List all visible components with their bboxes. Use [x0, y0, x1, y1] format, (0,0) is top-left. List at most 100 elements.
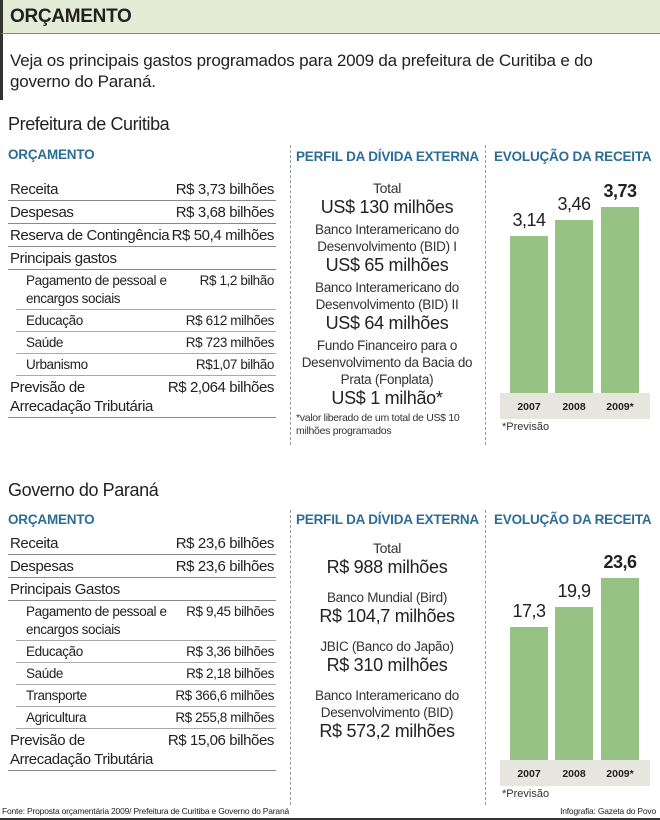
row-label: Previsão de Arrecadação Tributária: [10, 379, 153, 415]
table-row: Principais Gastos: [8, 578, 276, 601]
debt-name: Total: [372, 540, 402, 556]
row-label: Saúde: [26, 335, 64, 350]
x-tick-label: 2009*: [606, 401, 634, 413]
table-row: Despesas R$ 3,68 bilhões: [8, 201, 276, 224]
receita-heading: EVOLUÇÃO DA RECEITA: [494, 512, 652, 527]
revenue-chart-parana: 17,3 2007 19,9 2008 23,6 2009* *Previsão: [500, 548, 650, 800]
debt-name: Banco Interamericano do Desenvolvimento …: [315, 280, 459, 312]
table-row: Despesas R$ 23,6 bilhões: [8, 555, 276, 578]
row-label: Principais Gastos: [10, 581, 120, 598]
bar-value-label: 19,9: [557, 580, 591, 601]
debt-amount: US$ 64 milhões: [325, 313, 449, 333]
row-value: R$1,07 bilhão: [195, 357, 275, 372]
row-value: R$ 50,4 milhões: [171, 227, 275, 244]
row-value: R$ 23,6 bilhões: [175, 535, 275, 552]
budget-table-curitiba: Receita R$ 3,73 bilhões Despesas R$ 3,68 bi…: [8, 178, 276, 418]
bar-2007: [510, 236, 548, 393]
row-value: R$ 3,73 bilhões: [175, 181, 275, 198]
row-value: R$ 723 milhões: [185, 335, 275, 350]
debt-amount: R$ 104,7 milhões: [319, 606, 455, 626]
forecast-note: *Previsão: [502, 788, 550, 800]
orcamento-heading: ORÇAMENTO: [8, 512, 95, 527]
receita-heading: EVOLUÇÃO DA RECEITA: [494, 149, 652, 164]
debt-name: JBIC (Banco do Japão): [320, 639, 454, 654]
budget-table-parana: Receita R$ 23,6 bilhões Despesas R$ 23,6 bi…: [8, 532, 276, 771]
debt-profile-parana: Total R$ 988 milhões Banco Mundial (Bird) R…: [296, 540, 478, 745]
row-value: R$ 9,45 bilhões: [186, 604, 274, 619]
row-value: R$ 15,06 bilhões: [167, 732, 275, 749]
table-row: Reserva de Contingência R$ 50,4 milhões: [8, 224, 276, 247]
table-row: Principais gastos: [8, 247, 276, 270]
orcamento-heading: ORÇAMENTO: [8, 147, 95, 162]
row-value: R$ 1,2 bilhão: [199, 273, 275, 288]
table-row: Educação R$ 3,36 bilhões: [16, 641, 276, 663]
bar-2009*: [601, 578, 639, 760]
x-tick-label: 2007: [517, 401, 541, 413]
bar-value-label: 3,46: [557, 194, 591, 215]
table-row: Saúde R$ 723 milhões: [16, 332, 276, 354]
x-tick-label: 2008: [562, 768, 586, 780]
revenue-chart-curitiba: 3,14 2007 3,46 2008 3,73 2009* *Previsão: [500, 180, 650, 433]
table-row: Pagamento de pessoal e encargos sociais R…: [16, 270, 276, 310]
row-value: R$ 3,68 bilhões: [175, 204, 275, 221]
table-row: Transporte R$ 366,6 milhões: [16, 685, 276, 707]
bar-2007: [510, 626, 548, 760]
bar-value-label: 23,6: [603, 552, 637, 572]
row-value: R$ 366,6 milhões: [175, 688, 274, 703]
source-note: Fonte: Proposta orçamentária 2009/ Prefe…: [2, 806, 289, 816]
bar-2009*: [601, 207, 639, 393]
row-value: R$ 23,6 bilhões: [175, 558, 275, 575]
divida-heading: PERFIL DA DÍVIDA EXTERNA: [296, 512, 479, 527]
row-label: Saúde: [26, 666, 64, 681]
row-label: Reserva de Contingência: [10, 227, 170, 244]
table-row: Receita R$ 3,73 bilhões: [8, 178, 276, 201]
debt-name: Banco Mundial (Bird): [326, 590, 448, 605]
divider: [485, 510, 486, 805]
credit-note: Infografia: Gazeta do Povo: [560, 806, 656, 816]
debt-name: Banco Interamericano do Desenvolvimento …: [315, 688, 459, 720]
debt-amount: US$ 1 milhão*: [331, 388, 443, 408]
debt-amount: R$ 310 milhões: [326, 655, 448, 675]
debt-name: Banco Interamericano do Desenvolvimento …: [315, 222, 459, 254]
debt-amount: US$ 130 milhões: [320, 197, 454, 217]
row-label: Pagamento de pessoal e encargos sociais: [26, 604, 167, 637]
bar-value-label: 17,3: [512, 600, 546, 621]
bar-2008: [555, 220, 593, 393]
table-row: Receita R$ 23,6 bilhões: [8, 532, 276, 555]
row-value: R$ 3,36 bilhões: [186, 644, 274, 659]
debt-amount: US$ 65 milhões: [325, 255, 449, 275]
debt-name: Total: [372, 180, 402, 196]
table-row: Educação R$ 612 milhões: [16, 310, 276, 332]
row-label: Agricultura: [26, 710, 87, 725]
row-label: Despesas: [10, 558, 74, 575]
divider: [290, 510, 291, 805]
x-axis-band: [500, 393, 650, 419]
row-label: Pagamento de pessoal e encargos sociais: [26, 273, 167, 306]
row-value: R$ 255,8 milhões: [175, 710, 274, 725]
table-row: Previsão de Arrecadação Tributária R$ 2,0…: [8, 376, 276, 418]
row-label: Despesas: [10, 204, 74, 221]
row-label: Receita: [10, 535, 59, 552]
debt-footnote: *valor liberado de um total de US$ 10 mi…: [296, 412, 460, 437]
table-row: Previsão de Arrecadação Tributária R$ 15,…: [8, 729, 276, 771]
section-title-parana: Governo do Paraná: [8, 480, 159, 500]
x-tick-label: 2009*: [606, 768, 634, 780]
section-title-curitiba: Prefeitura de Curitiba: [8, 114, 170, 134]
debt-profile-curitiba: Total US$ 130 milhões Banco Interamericano…: [296, 180, 478, 438]
row-label: Educação: [26, 644, 83, 659]
debt-amount: R$ 573,2 milhões: [319, 721, 455, 741]
bar-2008: [555, 606, 593, 760]
row-label: Transporte: [26, 688, 87, 703]
row-label: Previsão de Arrecadação Tributária: [10, 732, 153, 768]
row-label: Receita: [10, 181, 59, 198]
forecast-note: *Previsão: [502, 421, 550, 433]
bar-value-label: 3,73: [603, 181, 637, 201]
x-tick-label: 2007: [517, 768, 541, 780]
table-row: Agricultura R$ 255,8 milhões: [16, 707, 276, 729]
row-value: R$ 612 milhões: [185, 313, 275, 328]
bottom-rule: [0, 818, 660, 820]
divida-heading: PERFIL DA DÍVIDA EXTERNA: [296, 149, 479, 164]
header-title: ORÇAMENTO: [0, 0, 660, 34]
divider: [290, 145, 291, 445]
table-row: Urbanismo R$1,07 bilhão: [16, 354, 276, 376]
